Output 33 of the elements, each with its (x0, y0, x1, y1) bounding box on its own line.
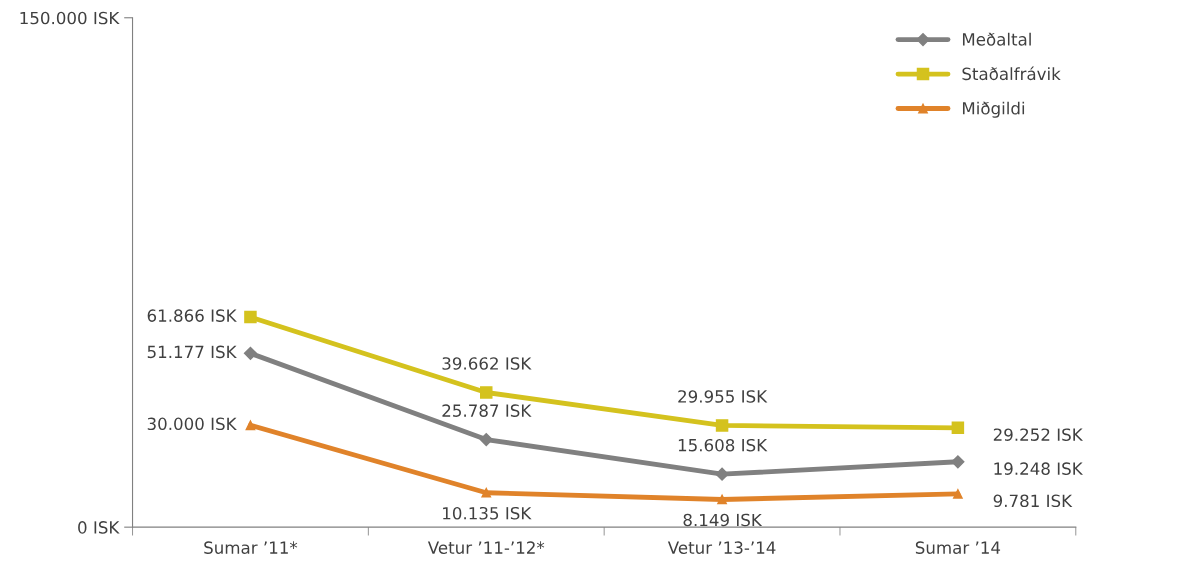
point (245, 420, 256, 431)
point (717, 494, 727, 505)
legend-label: Staðalfrávik (962, 66, 1061, 81)
point (715, 419, 729, 432)
legend-label: Miðgildi (962, 101, 1025, 118)
x-tick-label: Sumar ’11* (204, 541, 298, 554)
data-label: 9.781 ISK (993, 494, 1073, 508)
data-label: 25.787 ISK (442, 404, 532, 417)
point (244, 310, 257, 324)
point (480, 386, 493, 399)
data-label: 30.000 ISK (147, 417, 237, 431)
x-tick-label: Vetur ’11-’12* (427, 541, 545, 554)
point (951, 455, 965, 469)
point (479, 432, 493, 447)
data-label: 8.149 ISK (683, 513, 763, 527)
data-label: 29.252 ISK (993, 428, 1083, 441)
legend-label: Meðaltal (962, 32, 1031, 46)
data-label: 39.662 ISK (442, 357, 532, 370)
point (953, 489, 963, 499)
data-label: 15.608 ISK (678, 438, 768, 452)
data-label: 29.955 ISK (678, 390, 768, 403)
y-tick-label: 150.000 ISK (20, 11, 120, 25)
point (951, 421, 965, 435)
y-tick-label: 0 ISK (78, 521, 120, 534)
x-tick-label: Sumar ’14 (915, 541, 1001, 554)
data-label: 10.135 ISK (443, 506, 532, 520)
point (715, 467, 729, 481)
data-label: 19.248 ISK (994, 462, 1083, 475)
point (243, 346, 258, 360)
data-label: 51.177 ISK (147, 345, 237, 359)
data-label: 61.866 ISK (147, 309, 237, 322)
x-tick-label: Vetur ’13-’14 (667, 541, 776, 554)
point (481, 487, 492, 498)
